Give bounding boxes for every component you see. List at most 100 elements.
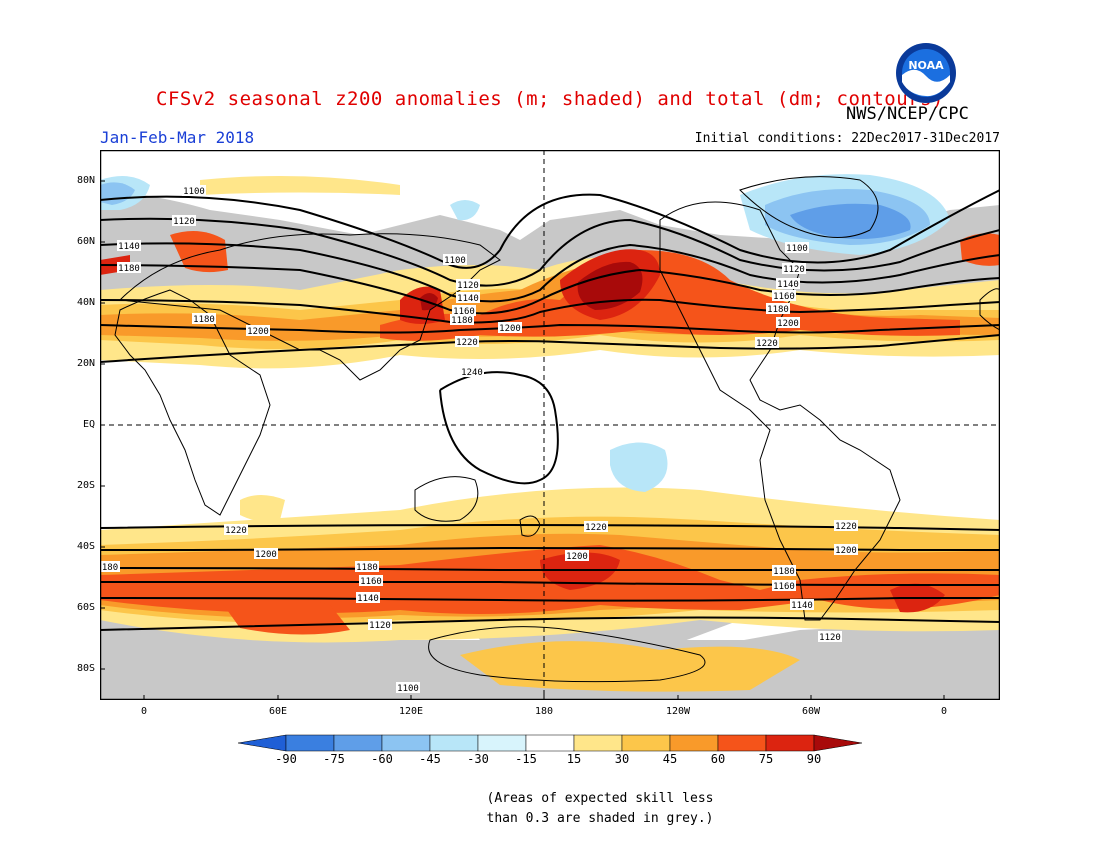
lon-label: 120W bbox=[665, 706, 691, 717]
lat-label: 40N bbox=[76, 297, 95, 308]
chart-title: CFSv2 seasonal z200 anomalies (m; shaded… bbox=[156, 88, 944, 110]
contour-label: 1120 bbox=[456, 279, 480, 291]
contour-label: 1160 bbox=[359, 575, 383, 587]
lon-label: 60W bbox=[801, 706, 821, 717]
season-label: Jan-Feb-Mar 2018 bbox=[100, 128, 255, 147]
contour-label: 1120 bbox=[172, 215, 196, 227]
contour-label: 1100 bbox=[396, 682, 420, 694]
contour-label: 1180 bbox=[355, 561, 379, 573]
contour-label: 1100 bbox=[785, 242, 809, 254]
contour-label: 1120 bbox=[782, 263, 806, 275]
colorbar-swatch bbox=[621, 734, 671, 752]
svg-text:1100: 1100 bbox=[183, 187, 205, 197]
contour-label: 1200 bbox=[776, 317, 800, 329]
contour-label: 1160 bbox=[772, 580, 796, 592]
colorbar-swatch bbox=[285, 734, 335, 752]
svg-text:1180: 1180 bbox=[118, 264, 140, 274]
svg-text:1200: 1200 bbox=[247, 327, 269, 337]
colorbar-label: -45 bbox=[419, 752, 441, 766]
contour-label: 1160 bbox=[452, 305, 476, 317]
contour-label: 1140 bbox=[790, 599, 814, 611]
svg-text:1120: 1120 bbox=[819, 633, 841, 643]
noaa-logo: NOAA bbox=[895, 42, 957, 104]
coastlines bbox=[114, 176, 1000, 683]
colorbar-label: -75 bbox=[323, 752, 345, 766]
lat-label: 80N bbox=[76, 175, 95, 186]
svg-text:1220: 1220 bbox=[756, 339, 778, 349]
lat-label: 40S bbox=[76, 541, 95, 552]
svg-text:1200: 1200 bbox=[835, 546, 857, 556]
contour-label: 1220 bbox=[755, 337, 779, 349]
svg-text:1100: 1100 bbox=[786, 244, 808, 254]
svg-text:1160: 1160 bbox=[360, 577, 382, 587]
agency-label: NWS/NCEP/CPC bbox=[846, 104, 969, 124]
svg-text:1120: 1120 bbox=[457, 281, 479, 291]
colorbar-label: -15 bbox=[515, 752, 537, 766]
svg-text:1120: 1120 bbox=[173, 217, 195, 227]
svg-text:1180: 1180 bbox=[193, 315, 215, 325]
colorbar-arrow-left bbox=[237, 734, 287, 752]
svg-text:1240: 1240 bbox=[461, 368, 483, 378]
colorbar-swatch bbox=[573, 734, 623, 752]
svg-text:1100: 1100 bbox=[444, 256, 466, 266]
colorbar-swatch bbox=[717, 734, 767, 752]
colorbar bbox=[237, 733, 863, 753]
lat-label: 80S bbox=[76, 663, 95, 674]
contour-label: 1180 bbox=[772, 565, 796, 577]
contour-label: 1200 bbox=[498, 322, 522, 334]
contour-label: 1140 bbox=[776, 278, 800, 290]
svg-text:NOAA: NOAA bbox=[908, 59, 944, 72]
negative-anomaly-shading bbox=[100, 174, 950, 492]
svg-text:1220: 1220 bbox=[835, 522, 857, 532]
colorbar-swatch bbox=[525, 734, 575, 752]
colorbar-swatch bbox=[765, 734, 815, 752]
svg-text:1140: 1140 bbox=[791, 601, 813, 611]
initial-conditions-label: Initial conditions: 22Dec2017-31Dec2017 bbox=[694, 131, 1000, 146]
svg-text:1220: 1220 bbox=[585, 523, 607, 533]
svg-text:1180: 1180 bbox=[451, 316, 473, 326]
colorbar-label: -90 bbox=[275, 752, 297, 766]
contour-label: 1180 bbox=[192, 313, 216, 325]
contour-label: 1180 bbox=[117, 262, 141, 274]
svg-text:1220: 1220 bbox=[456, 338, 478, 348]
contour-label: 1180 bbox=[450, 314, 474, 326]
contour-label: 180 bbox=[100, 561, 120, 573]
lon-label: 120E bbox=[398, 706, 424, 717]
lat-label: 60N bbox=[76, 236, 95, 247]
colorbar-swatch bbox=[477, 734, 527, 752]
svg-text:1140: 1140 bbox=[457, 294, 479, 304]
svg-text:1160: 1160 bbox=[453, 307, 475, 317]
svg-text:1160: 1160 bbox=[773, 582, 795, 592]
svg-text:1120: 1120 bbox=[783, 265, 805, 275]
contour-label: 1220 bbox=[584, 521, 608, 533]
colorbar-swatch bbox=[333, 734, 383, 752]
contour-label: 1200 bbox=[246, 325, 270, 337]
contour-label: 1200 bbox=[834, 544, 858, 556]
lat-label: 60S bbox=[76, 602, 95, 613]
svg-text:1200: 1200 bbox=[499, 324, 521, 334]
contour-label: 1180 bbox=[766, 303, 790, 315]
colorbar-label: 30 bbox=[614, 752, 630, 766]
svg-text:1100: 1100 bbox=[397, 684, 419, 694]
lat-label: EQ bbox=[82, 419, 95, 430]
colorbar-label: -30 bbox=[467, 752, 489, 766]
contour-label: 1200 bbox=[254, 548, 278, 560]
svg-text:1200: 1200 bbox=[255, 550, 277, 560]
svg-text:1160: 1160 bbox=[773, 292, 795, 302]
svg-text:1140: 1140 bbox=[777, 280, 799, 290]
contour-label: 1200 bbox=[565, 550, 589, 562]
contour-label: 1100 bbox=[182, 185, 206, 197]
skill-note-line1: (Areas of expected skill less bbox=[486, 791, 714, 806]
svg-text:1120: 1120 bbox=[369, 621, 391, 631]
contour-label: 1140 bbox=[356, 592, 380, 604]
lon-label: 0 bbox=[140, 706, 148, 717]
contour-labels: 1100 1120 1140 1180 1180 1200 1100 1120 … bbox=[100, 185, 858, 694]
colorbar-label: 75 bbox=[758, 752, 774, 766]
colorbar-swatch bbox=[429, 734, 479, 752]
colorbar-label: 90 bbox=[806, 752, 822, 766]
colorbar-label: 60 bbox=[710, 752, 726, 766]
contour-label: 1140 bbox=[117, 240, 141, 252]
lat-label: 20S bbox=[76, 480, 95, 491]
skill-note-line2: than 0.3 are shaded in grey.) bbox=[486, 811, 714, 826]
colorbar-arrow-right bbox=[813, 734, 863, 752]
